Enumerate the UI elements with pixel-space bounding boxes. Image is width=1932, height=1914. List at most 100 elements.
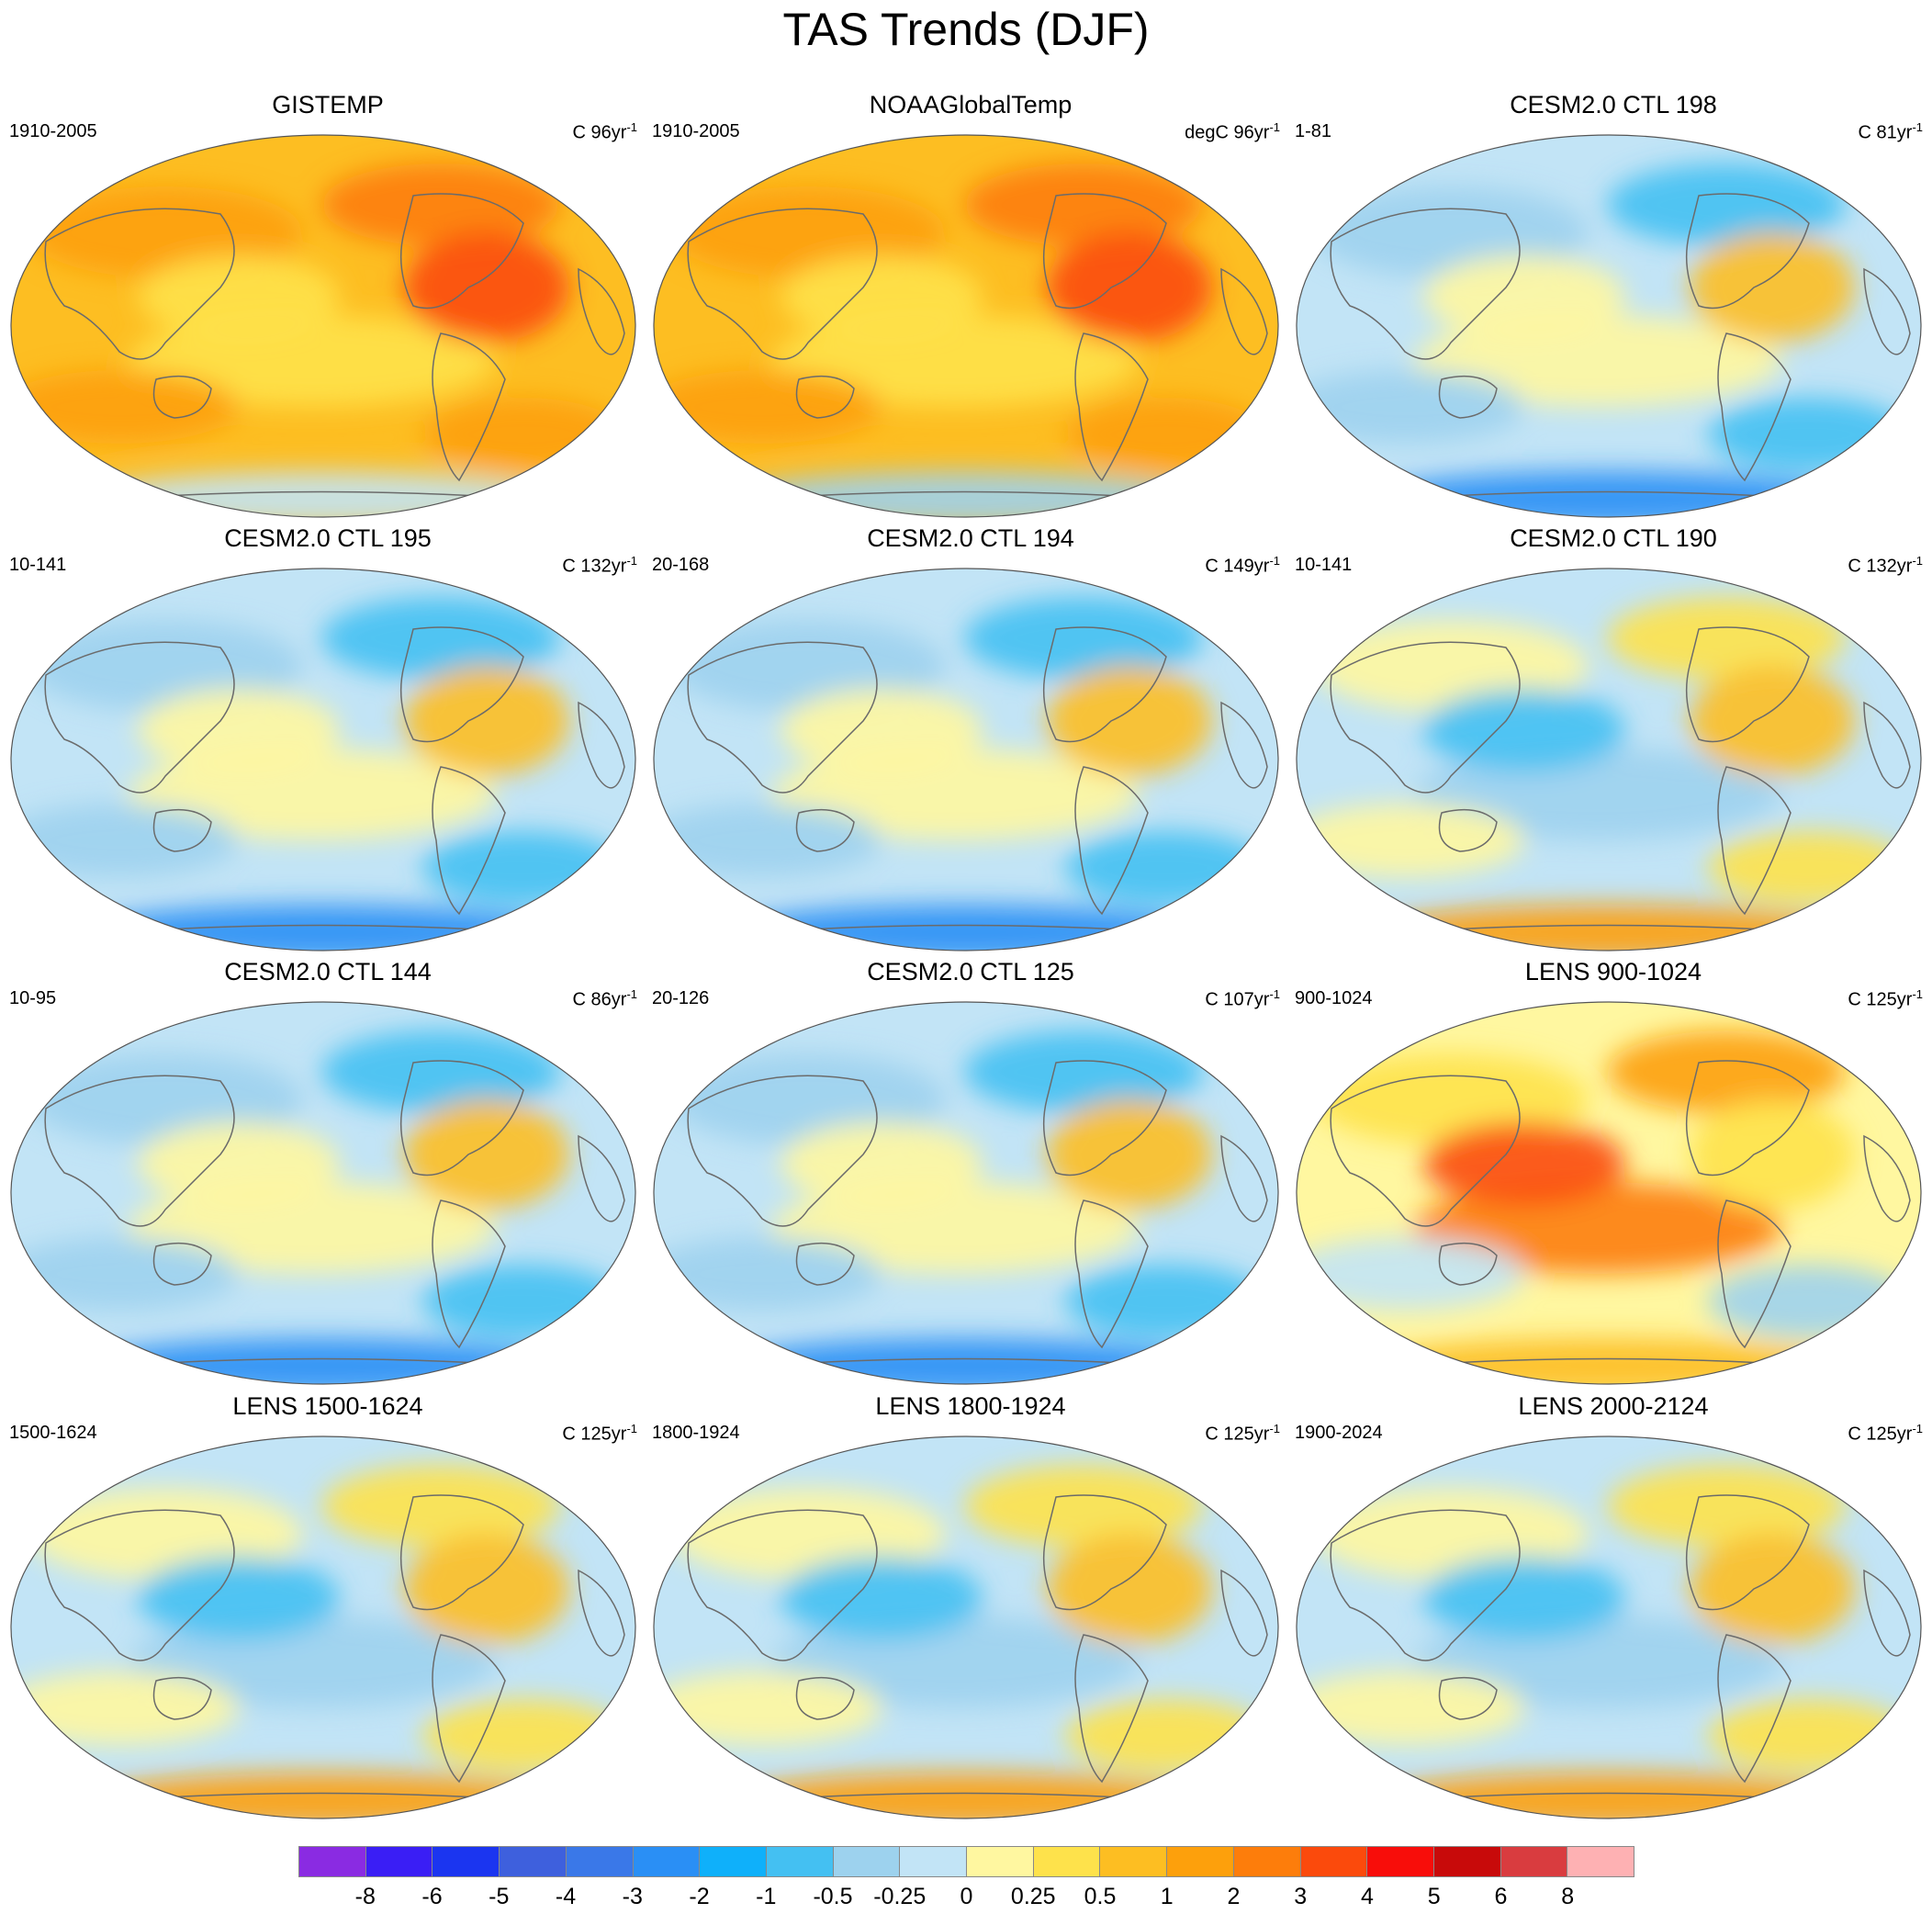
units-exponent: -1 [626,987,637,1001]
panel-units-label: C 149yr-1 [1205,550,1280,578]
panel-title: LENS 2000-2124 [1518,1392,1709,1420]
trend-field-region [404,1099,569,1210]
trend-field-region [1423,255,1625,338]
units-text: C 81yr [1858,122,1913,143]
trend-map [653,1001,1279,1385]
panel-title: CESM2.0 CTL 195 [224,524,432,552]
trend-field-region [1690,232,1855,343]
units-exponent: -1 [626,120,637,134]
colorbar-swatch [833,1846,901,1877]
trend-field-region [964,1030,1203,1113]
colorbar-swatch [900,1846,968,1877]
panel-period-label: 1-81 [1295,121,1332,141]
map-panel: CESM2.0 CTL 198 1-81 C 81yr-1 [1295,90,1932,522]
units-text: C 149yr [1205,556,1270,577]
units-text: C 86yr [572,989,627,1010]
trend-field-region [1047,1534,1212,1644]
map-panel: CESM2.0 CTL 194 20-168 C 149yr-1 [652,524,1289,955]
colorbar-swatch [500,1846,567,1877]
panel-period-label: 900-1024 [1295,988,1373,1008]
map-border [653,1001,1279,1385]
panel-period-label: 10-95 [9,988,57,1008]
trend-field-region [1047,1099,1212,1210]
trend-map [10,134,636,518]
colorbar-tick-label: 6 [1494,1884,1508,1909]
colorbar-swatch [633,1846,701,1877]
trend-field-region [1047,232,1212,343]
map-panel: LENS 900-1024 900-1024 C 125yr-1 [1295,957,1932,1389]
map-border [1296,1001,1922,1385]
trend-field-region [1708,831,1910,905]
trend-field-region [964,1465,1203,1548]
panel-period-label: 1500-1624 [9,1423,97,1443]
trend-field-region [1690,1099,1855,1210]
panel-title: LENS 1500-1624 [232,1392,423,1420]
trend-field-region [771,315,1139,407]
panel-units-label: C 125yr-1 [562,1418,637,1446]
trend-field-region [654,1672,882,1745]
map-panel: NOAAGlobalTemp 1910-2005 degC 96yr-1 [652,90,1289,522]
trend-field-region [11,1237,239,1311]
colorbar-swatch [298,1846,366,1877]
colorbar-tick-label: -3 [622,1884,643,1909]
panel-period-label: 1910-2005 [652,121,740,141]
trend-field-region [138,689,340,771]
trend-field-region [1423,1557,1625,1639]
panel-period-label: 1800-1924 [652,1423,740,1443]
map-panel: CESM2.0 CTL 144 10-95 C 86yr-1 [9,957,646,1389]
trend-field-region [1607,1030,1846,1113]
trend-map [1296,134,1922,518]
map-border [10,1436,636,1819]
panel-title: CESM2.0 CTL 198 [1510,91,1717,118]
trend-field-region [321,163,560,246]
trend-field-region [1414,1182,1781,1274]
units-exponent: -1 [1912,1422,1923,1436]
panel-units-label: C 96yr-1 [573,117,637,144]
map-panel: LENS 1800-1924 1800-1924 C 125yr-1 [652,1391,1289,1823]
panel-units-label: C 81yr-1 [1859,117,1923,144]
figure-title: TAS Trends (DJF) [782,4,1150,55]
trend-field-region [404,1534,569,1644]
panel-title: CESM2.0 CTL 194 [867,524,1074,552]
map-border [10,568,636,951]
trend-field-region [422,1265,624,1338]
trend-field-region [129,1616,496,1708]
colorbar-tick-label: 3 [1294,1884,1308,1909]
units-exponent: -1 [1269,120,1280,134]
trend-field-region [964,597,1203,680]
colorbar-tick-label: -2 [689,1884,710,1909]
colorbar-swatch [1233,1846,1301,1877]
units-exponent: -1 [1912,554,1923,568]
colorbar-tick-label: 0.25 [1010,1884,1056,1909]
trend-field-region [1607,1465,1846,1548]
colorbar-swatch [1567,1846,1635,1877]
panel-title: NOAAGlobalTemp [869,91,1073,118]
panel-units-label: degC 96yr-1 [1185,117,1280,144]
panel-units-label: C 86yr-1 [573,984,637,1011]
trend-field-region [771,1616,1139,1708]
trend-field-region [1065,831,1267,905]
panel-units-label: C 125yr-1 [1205,1418,1280,1446]
panel-period-label: 1900-2024 [1295,1423,1383,1443]
units-text: C 125yr [1848,989,1913,1010]
trend-field-region [1423,1122,1625,1205]
colorbar-swatch [1100,1846,1168,1877]
units-text: degC 96yr [1185,122,1270,143]
map-border [1296,134,1922,518]
colorbar-tick-label: 1 [1160,1884,1174,1909]
trend-field-region [11,1672,239,1745]
colorbar-swatch [1433,1846,1501,1877]
units-text: C 125yr [1848,1424,1913,1445]
panel-title: CESM2.0 CTL 144 [224,958,432,985]
trend-field-region [138,1122,340,1205]
colorbar-swatch [766,1846,834,1877]
trend-field-region [1297,1672,1524,1745]
units-text: C 132yr [562,556,627,577]
trend-field-region [1297,370,1524,444]
panel-title: GISTEMP [272,91,384,118]
panel-title: LENS 1800-1924 [875,1392,1066,1420]
units-text: C 125yr [1205,1424,1270,1445]
panel-units-label: C 125yr-1 [1848,984,1923,1011]
map-border [1296,568,1922,951]
trend-field-region [11,804,239,877]
